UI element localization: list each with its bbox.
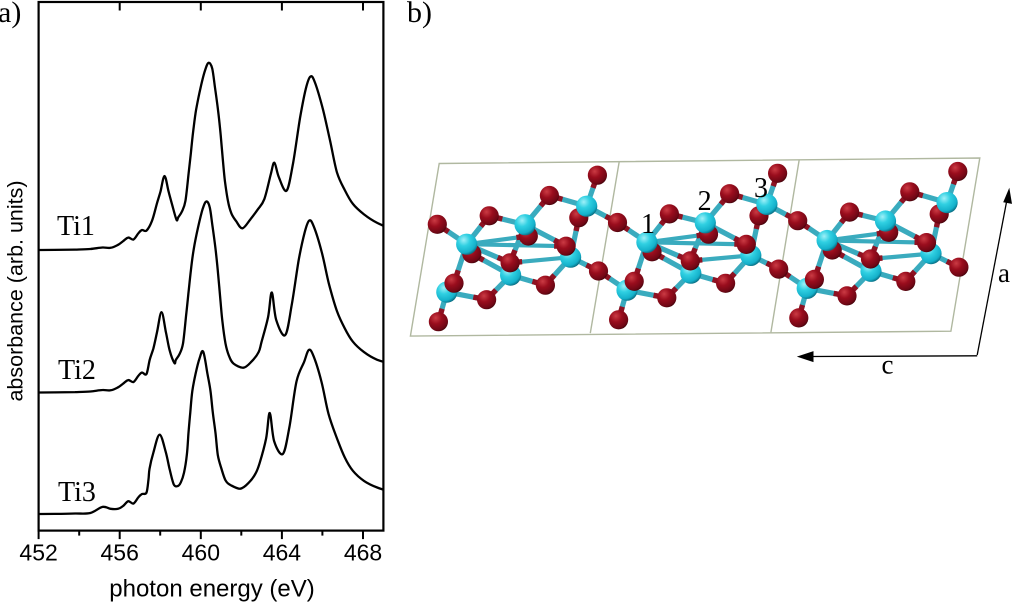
svg-text:1: 1 [641,209,655,240]
svg-text:Ti3: Ti3 [58,477,96,508]
svg-text:456: 456 [101,540,139,566]
svg-text:Ti1: Ti1 [57,211,95,242]
svg-text:a: a [998,258,1010,288]
svg-text:460: 460 [182,540,220,566]
svg-text:464: 464 [263,540,302,566]
svg-text:absorbance (arb. units): absorbance (arb. units) [4,180,28,401]
svg-text:2: 2 [698,186,712,217]
svg-text:452: 452 [19,540,57,566]
svg-text:a): a) [0,0,21,29]
svg-text:Ti2: Ti2 [58,355,96,386]
svg-text:b): b) [407,0,432,29]
svg-text:c: c [882,350,894,380]
svg-text:468: 468 [344,540,382,566]
svg-text:photon energy (eV): photon energy (eV) [109,576,314,602]
svg-text:3: 3 [754,173,768,204]
